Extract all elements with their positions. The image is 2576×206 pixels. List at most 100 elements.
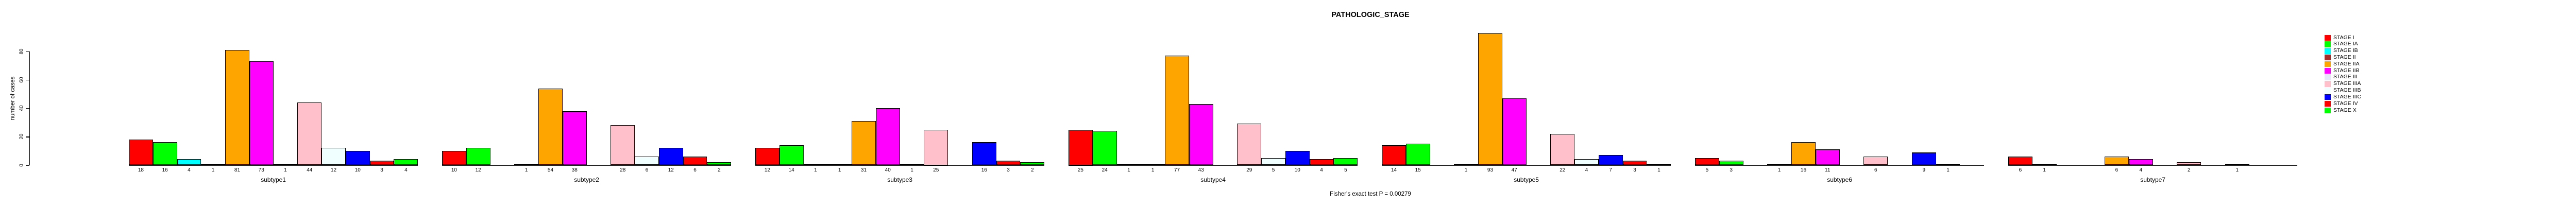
bar — [1189, 104, 1213, 165]
bar — [996, 161, 1021, 165]
bar — [273, 163, 298, 165]
legend-swatch — [2325, 74, 2331, 80]
bar — [658, 148, 683, 165]
y-tick-label: 40 — [19, 105, 25, 111]
bar-count-label: 2 — [2187, 167, 2191, 173]
group-label: subtype7 — [2140, 176, 2165, 183]
bar-count-label: 1 — [1946, 167, 1950, 173]
bar-count-label: 10 — [451, 167, 457, 173]
bar-count-label: 5 — [1272, 167, 1275, 173]
group-baseline — [129, 165, 418, 166]
bar-count-label: 1 — [838, 167, 841, 173]
legend-swatch — [2325, 35, 2331, 41]
bar-count-label: 1 — [1777, 167, 1781, 173]
bar-count-label: 7 — [1609, 167, 1613, 173]
bar-count-label: 1 — [524, 167, 528, 173]
bar — [1382, 145, 1406, 165]
y-axis-tick — [26, 108, 29, 109]
legend-label: STAGE IIIB — [2333, 87, 2361, 94]
bar-count-label: 6 — [2019, 167, 2022, 173]
bar — [466, 148, 490, 165]
bar-count-label: 38 — [571, 167, 578, 173]
bar — [225, 50, 249, 165]
bar-count-label: 6 — [645, 167, 649, 173]
bar-count-label: 1 — [284, 167, 287, 173]
bar-count-label: 3 — [380, 167, 383, 173]
group-baseline — [1382, 165, 1671, 166]
bar-count-label: 29 — [1246, 167, 1252, 173]
bar — [827, 163, 852, 165]
legend-label: STAGE IIIA — [2333, 80, 2361, 87]
bar — [1309, 159, 1334, 165]
group-label: subtype5 — [1514, 176, 1539, 183]
bar-count-label: 73 — [258, 167, 264, 173]
bar-count-label: 6 — [1874, 167, 1877, 173]
bar-count-label: 4 — [1320, 167, 1323, 173]
legend-label: STAGE IB — [2333, 47, 2358, 54]
bar-count-label: 12 — [330, 167, 337, 173]
bar-count-label: 1 — [910, 167, 913, 173]
legend-label: STAGE IV — [2333, 100, 2358, 107]
bar — [1936, 163, 1960, 165]
bar-count-label: 2 — [718, 167, 721, 173]
bar-count-label: 43 — [1198, 167, 1204, 173]
bar-count-label: 6 — [693, 167, 697, 173]
group-baseline — [755, 165, 1045, 166]
bar-count-label: 15 — [1415, 167, 1421, 173]
bar-count-label: 1 — [1151, 167, 1155, 173]
bar — [2032, 163, 2057, 165]
y-tick-label: 20 — [19, 133, 25, 140]
bar — [321, 148, 346, 165]
bar — [297, 102, 322, 165]
bar — [1405, 144, 1430, 165]
group-baseline — [442, 165, 732, 166]
y-axis-label: number of cases — [10, 76, 16, 121]
bar — [442, 150, 466, 165]
bar-count-label: 25 — [933, 167, 939, 173]
bar — [2177, 162, 2201, 165]
bar-count-label: 2 — [1031, 167, 1034, 173]
bar-count-label: 3 — [1007, 167, 1010, 173]
bar — [852, 121, 876, 165]
bar — [2008, 156, 2032, 165]
bar-count-label: 44 — [307, 167, 313, 173]
legend-label: STAGE IA — [2333, 41, 2358, 47]
bar-count-label: 12 — [668, 167, 674, 173]
y-axis-line — [29, 51, 30, 166]
bar — [1069, 129, 1093, 165]
bar — [611, 125, 635, 165]
group-baseline — [1069, 165, 1358, 166]
bar-count-label: 5 — [1705, 167, 1709, 173]
bar-count-label: 28 — [620, 167, 626, 173]
bar — [1020, 162, 1045, 165]
group-label: subtype4 — [1200, 176, 1226, 183]
bar-count-label: 18 — [138, 167, 144, 173]
bar — [1502, 98, 1527, 165]
legend-swatch — [2325, 100, 2331, 107]
bar — [152, 142, 177, 165]
y-tick-label: 0 — [19, 163, 25, 167]
legend-label: STAGE IIA — [2333, 60, 2360, 67]
bar — [1863, 156, 1888, 165]
y-axis-tick — [26, 165, 29, 166]
bar-count-label: 4 — [404, 167, 408, 173]
bar — [1767, 163, 1792, 165]
bar — [538, 88, 563, 165]
group-label: subtype1 — [261, 176, 286, 183]
bar-count-label: 31 — [860, 167, 867, 173]
bar — [1261, 158, 1285, 165]
legend-swatch — [2325, 41, 2331, 47]
group-baseline — [2008, 165, 2298, 166]
bar — [1454, 163, 1479, 165]
legend-swatch — [2325, 67, 2331, 74]
bar-count-label: 1 — [2235, 167, 2239, 173]
bar — [875, 108, 900, 165]
bar — [514, 163, 539, 165]
bar-count-label: 1 — [2043, 167, 2046, 173]
bar — [1165, 56, 1189, 165]
legend-label: STAGE III — [2333, 74, 2358, 80]
bar-count-label: 3 — [1633, 167, 1636, 173]
bar — [1333, 158, 1358, 165]
bar-count-label: 81 — [234, 167, 241, 173]
